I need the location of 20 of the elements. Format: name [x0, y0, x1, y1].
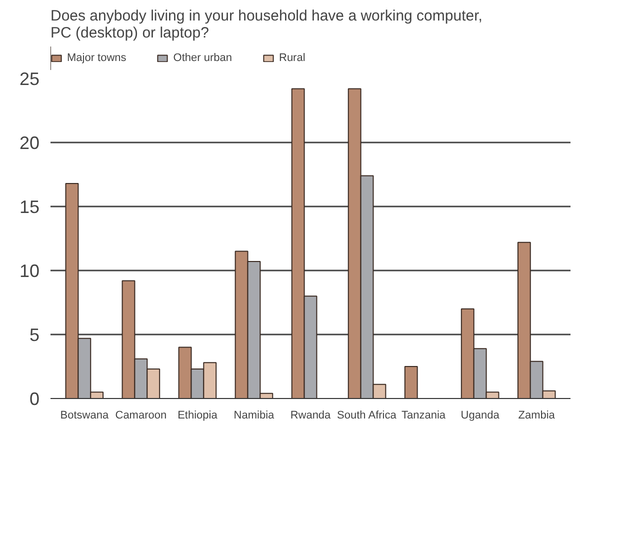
legend-label: Other urban [173, 52, 232, 64]
y-tick-label: 15 [19, 197, 40, 217]
y-tick-label: 10 [19, 261, 40, 281]
bar [404, 366, 418, 398]
x-tick-label: Uganda [460, 410, 500, 422]
x-tick-label: Namibia [234, 410, 276, 422]
x-tick-label: Rwanda [290, 410, 332, 422]
x-tick-label: Zambia [518, 410, 556, 422]
x-tick-label: Tanzania [402, 410, 446, 422]
y-tick-label: 0 [29, 389, 40, 409]
x-tick-label: South Africa [337, 410, 398, 422]
x-tick-label: Botswana [60, 410, 110, 422]
chart-title: Does anybody living in your household have a working computer, PC (desktop) or laptop? [50, 8, 482, 42]
legend-label: Major towns [67, 52, 126, 64]
x-tick-label: Ethiopia [178, 410, 218, 422]
y-tick-label: 5 [29, 325, 40, 345]
x-tick-label: Camaroon [115, 410, 167, 422]
legend-label: Rural [279, 52, 306, 64]
y-tick-label: 20 [19, 133, 40, 153]
y-tick-label: 25 [19, 69, 40, 89]
